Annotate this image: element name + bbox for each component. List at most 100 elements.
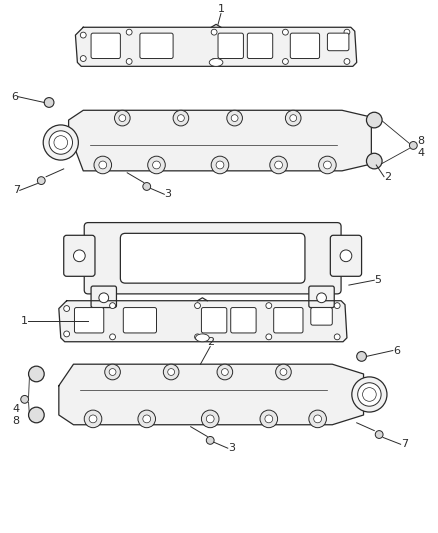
Circle shape	[309, 410, 326, 427]
Circle shape	[260, 410, 278, 427]
Circle shape	[21, 395, 28, 403]
Circle shape	[138, 410, 155, 427]
Circle shape	[148, 156, 165, 174]
Circle shape	[410, 142, 417, 149]
Circle shape	[163, 364, 179, 380]
Circle shape	[206, 437, 214, 445]
Text: 4: 4	[417, 148, 424, 158]
Circle shape	[231, 115, 238, 122]
Circle shape	[119, 115, 126, 122]
Circle shape	[109, 369, 116, 375]
Text: 6: 6	[393, 345, 400, 356]
Circle shape	[114, 110, 130, 126]
FancyBboxPatch shape	[140, 33, 173, 59]
Circle shape	[275, 161, 283, 169]
Ellipse shape	[195, 334, 209, 342]
Text: 3: 3	[164, 189, 171, 199]
Circle shape	[49, 131, 73, 154]
Circle shape	[340, 250, 352, 262]
Circle shape	[54, 136, 67, 149]
Circle shape	[222, 369, 228, 375]
Circle shape	[358, 383, 381, 406]
Circle shape	[375, 431, 383, 439]
Circle shape	[357, 351, 367, 361]
FancyBboxPatch shape	[330, 235, 362, 276]
Circle shape	[344, 59, 350, 64]
Polygon shape	[69, 110, 371, 171]
Circle shape	[206, 415, 214, 423]
Circle shape	[352, 377, 387, 412]
Circle shape	[211, 156, 229, 174]
Text: 7: 7	[401, 439, 408, 449]
Circle shape	[143, 415, 151, 423]
Circle shape	[152, 161, 160, 169]
Circle shape	[168, 369, 175, 375]
Circle shape	[216, 161, 224, 169]
Circle shape	[290, 115, 297, 122]
Ellipse shape	[209, 59, 223, 66]
Circle shape	[314, 415, 321, 423]
FancyBboxPatch shape	[274, 308, 303, 333]
Text: 1: 1	[217, 4, 224, 14]
FancyBboxPatch shape	[327, 33, 349, 51]
Circle shape	[28, 407, 44, 423]
Circle shape	[266, 303, 272, 309]
Circle shape	[363, 387, 376, 401]
Circle shape	[334, 334, 340, 340]
Circle shape	[99, 161, 107, 169]
Text: 5: 5	[374, 275, 381, 285]
Circle shape	[43, 125, 78, 160]
Text: 2: 2	[207, 337, 214, 346]
Circle shape	[74, 250, 85, 262]
Circle shape	[28, 366, 44, 382]
FancyBboxPatch shape	[91, 286, 117, 308]
Circle shape	[177, 115, 184, 122]
Circle shape	[201, 410, 219, 427]
Circle shape	[173, 110, 189, 126]
Circle shape	[344, 29, 350, 35]
Circle shape	[211, 59, 217, 64]
Circle shape	[64, 305, 70, 311]
Circle shape	[317, 293, 326, 303]
Polygon shape	[75, 27, 357, 66]
Circle shape	[80, 55, 86, 61]
Circle shape	[265, 415, 273, 423]
Circle shape	[84, 410, 102, 427]
Circle shape	[94, 156, 112, 174]
FancyBboxPatch shape	[309, 286, 334, 308]
Text: 8: 8	[13, 416, 20, 426]
Text: 8: 8	[417, 135, 424, 146]
FancyBboxPatch shape	[231, 308, 256, 333]
Circle shape	[283, 29, 288, 35]
Circle shape	[126, 29, 132, 35]
Circle shape	[227, 110, 243, 126]
Circle shape	[367, 112, 382, 128]
FancyBboxPatch shape	[218, 33, 244, 59]
Circle shape	[143, 183, 151, 190]
FancyBboxPatch shape	[201, 308, 227, 333]
Circle shape	[367, 154, 382, 169]
FancyBboxPatch shape	[123, 308, 156, 333]
FancyBboxPatch shape	[64, 235, 95, 276]
Circle shape	[286, 110, 301, 126]
Circle shape	[89, 415, 97, 423]
FancyBboxPatch shape	[311, 308, 332, 325]
Circle shape	[110, 303, 116, 309]
Circle shape	[318, 156, 336, 174]
Circle shape	[80, 32, 86, 38]
Circle shape	[324, 161, 331, 169]
Text: 1: 1	[21, 316, 28, 326]
Text: 4: 4	[13, 404, 20, 414]
Text: 6: 6	[11, 92, 18, 102]
FancyBboxPatch shape	[120, 233, 305, 283]
Circle shape	[105, 364, 120, 380]
Circle shape	[283, 59, 288, 64]
FancyBboxPatch shape	[247, 33, 273, 59]
Polygon shape	[59, 364, 364, 425]
Circle shape	[334, 303, 340, 309]
Circle shape	[194, 303, 201, 309]
Circle shape	[64, 331, 70, 337]
Circle shape	[276, 364, 291, 380]
Circle shape	[194, 334, 201, 340]
Circle shape	[37, 177, 45, 184]
